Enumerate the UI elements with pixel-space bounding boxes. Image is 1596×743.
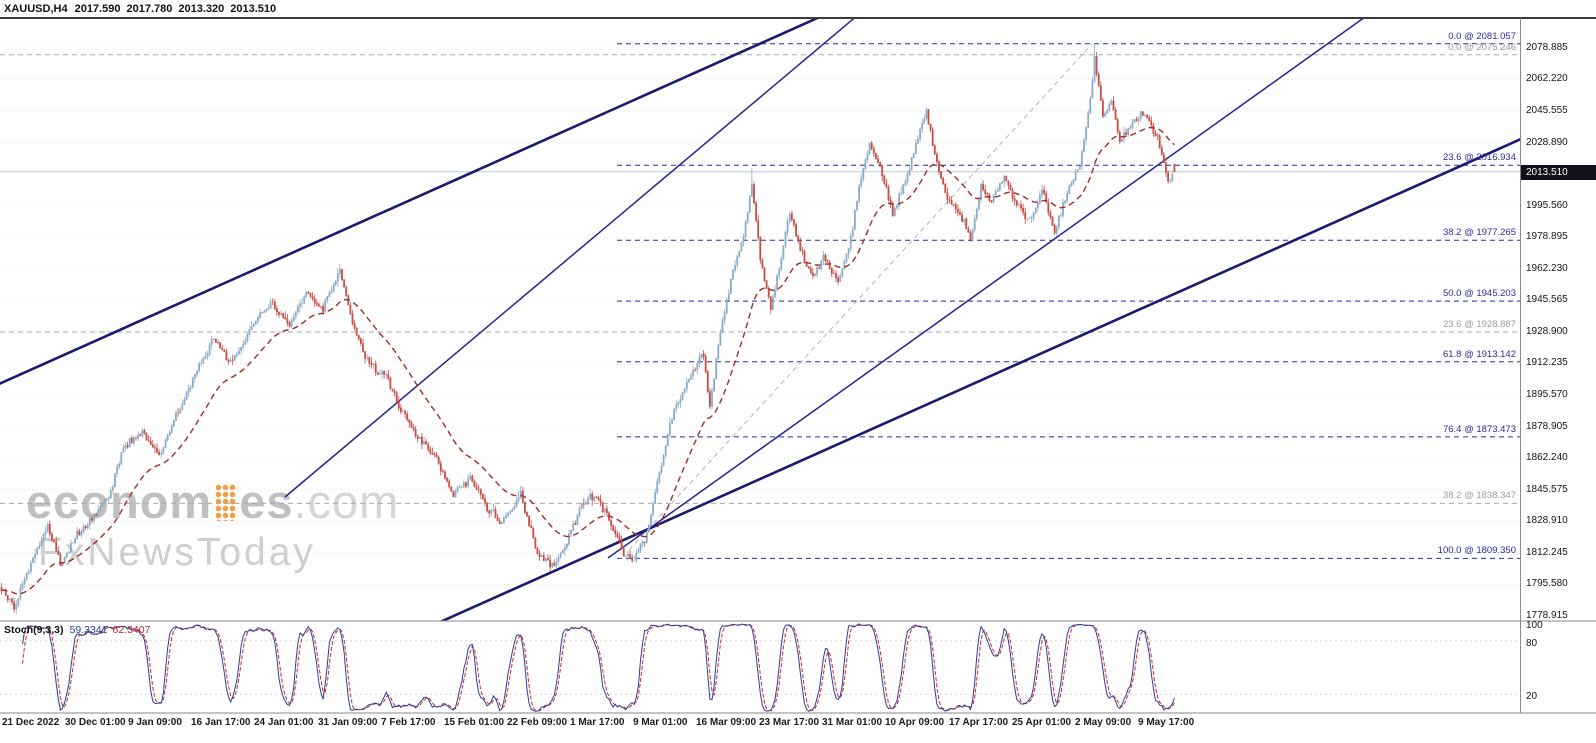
price-axis-label: 1995.560 <box>1526 200 1568 211</box>
date-label: 16 Jan 17:00 <box>191 717 251 728</box>
watermark: econom es.com FxNewsToday <box>26 478 399 575</box>
fib-level-label-secondary: 23.6 @ 1928.887 <box>1442 319 1516 330</box>
stoch-axis-label: 20 <box>1526 691 1538 702</box>
price-axis-label: 1912.235 <box>1526 357 1568 368</box>
date-label: 31 Mar 01:00 <box>822 717 883 728</box>
ohlc-open-value: 2017.590 <box>74 3 121 15</box>
price-axis-label: 1795.580 <box>1526 578 1568 589</box>
date-label: 21 Dec 2022 <box>2 717 60 728</box>
fib-level-label: 76.4 @ 1873.473 <box>1442 424 1516 435</box>
price-axis-label: 1928.900 <box>1526 326 1568 337</box>
date-label: 25 Apr 01:00 <box>1012 717 1072 728</box>
watermark-brand-suffix: .com <box>293 475 400 528</box>
stoch-name: Stoch(9,3,3) <box>4 624 64 636</box>
price-axis-label: 2062.220 <box>1526 73 1568 84</box>
date-label: 9 May 17:00 <box>1138 717 1195 728</box>
price-axis-label: 1862.240 <box>1526 452 1568 463</box>
date-label: 1 Mar 17:00 <box>570 717 625 728</box>
fib-level-label: 23.6 @ 2016.934 <box>1442 152 1516 163</box>
ohlc-close-value: 2013.510 <box>230 3 277 15</box>
fib-level-label-secondary: 38.2 @ 1838.347 <box>1442 490 1516 501</box>
price-axis-label: 1828.910 <box>1526 515 1568 526</box>
price-axis-label: 1845.575 <box>1526 484 1568 495</box>
stoch-axis-label: 80 <box>1526 638 1538 649</box>
date-label: 31 Jan 09:00 <box>318 717 378 728</box>
date-label: 23 Mar 17:00 <box>759 717 820 728</box>
watermark-brand-post: es <box>239 475 294 528</box>
stoch-axis-label: 100 <box>1526 620 1543 631</box>
watermark-brand: econom es.com <box>26 478 399 525</box>
symbol-timeframe-label: XAUUSD,H4 <box>4 3 68 15</box>
price-axis-label: 2028.890 <box>1526 137 1568 148</box>
date-label: 9 Jan 09:00 <box>128 717 182 728</box>
stochastic-indicator-label: Stoch(9,3,3) 59.3341 62.3407 <box>4 624 150 636</box>
stoch-signal-value: 62.3407 <box>112 624 151 636</box>
price-axis-label: 1978.895 <box>1526 231 1568 242</box>
watermark-brand-pre: econom <box>26 475 213 528</box>
date-label: 16 Mar 09:00 <box>696 717 757 728</box>
price-axis-label: 1895.570 <box>1526 389 1568 400</box>
date-label: 24 Jan 01:00 <box>254 717 314 728</box>
fib-level-label: 0.0 @ 2081.057 <box>1448 31 1516 42</box>
ohlc-low-value: 2013.320 <box>178 3 225 15</box>
stoch-main-value: 59.3341 <box>69 624 108 636</box>
fib-level-label: 50.0 @ 1945.203 <box>1442 288 1516 299</box>
fib-level-label: 61.8 @ 1913.142 <box>1442 349 1516 360</box>
current-price-tag: 2013.510 <box>1521 165 1596 180</box>
fib-level-label-secondary: 0.0 @ 2075.246 <box>1448 42 1516 53</box>
date-label: 7 Feb 17:00 <box>381 717 436 728</box>
date-label: 22 Feb 09:00 <box>507 717 568 728</box>
chart-title: XAUUSD,H4 2017.590 2017.780 2013.320 2013.51… <box>4 3 282 15</box>
watermark-dotted-i-icon <box>215 484 237 521</box>
price-axis-label: 2078.885 <box>1526 42 1568 53</box>
price-axis-label: 1945.565 <box>1526 294 1568 305</box>
date-label: 10 Apr 09:00 <box>885 717 945 728</box>
price-axis-label: 1878.905 <box>1526 421 1568 432</box>
price-axis-label: 1812.245 <box>1526 547 1568 558</box>
price-axis-label: 1778.915 <box>1526 610 1568 621</box>
fib-level-label: 38.2 @ 1977.265 <box>1442 227 1516 238</box>
date-label: 15 Feb 01:00 <box>444 717 505 728</box>
date-label: 17 Apr 17:00 <box>949 717 1009 728</box>
date-label: 2 May 09:00 <box>1075 717 1132 728</box>
date-label: 30 Dec 01:00 <box>65 717 126 728</box>
price-axis-label: 1962.230 <box>1526 263 1568 274</box>
watermark-tagline: FxNewsToday <box>38 531 316 574</box>
ohlc-high-value: 2017.780 <box>126 3 173 15</box>
price-axis-label: 2045.555 <box>1526 105 1568 116</box>
fib-level-label: 100.0 @ 1809.350 <box>1437 545 1516 556</box>
date-label: 9 Mar 01:00 <box>633 717 688 728</box>
